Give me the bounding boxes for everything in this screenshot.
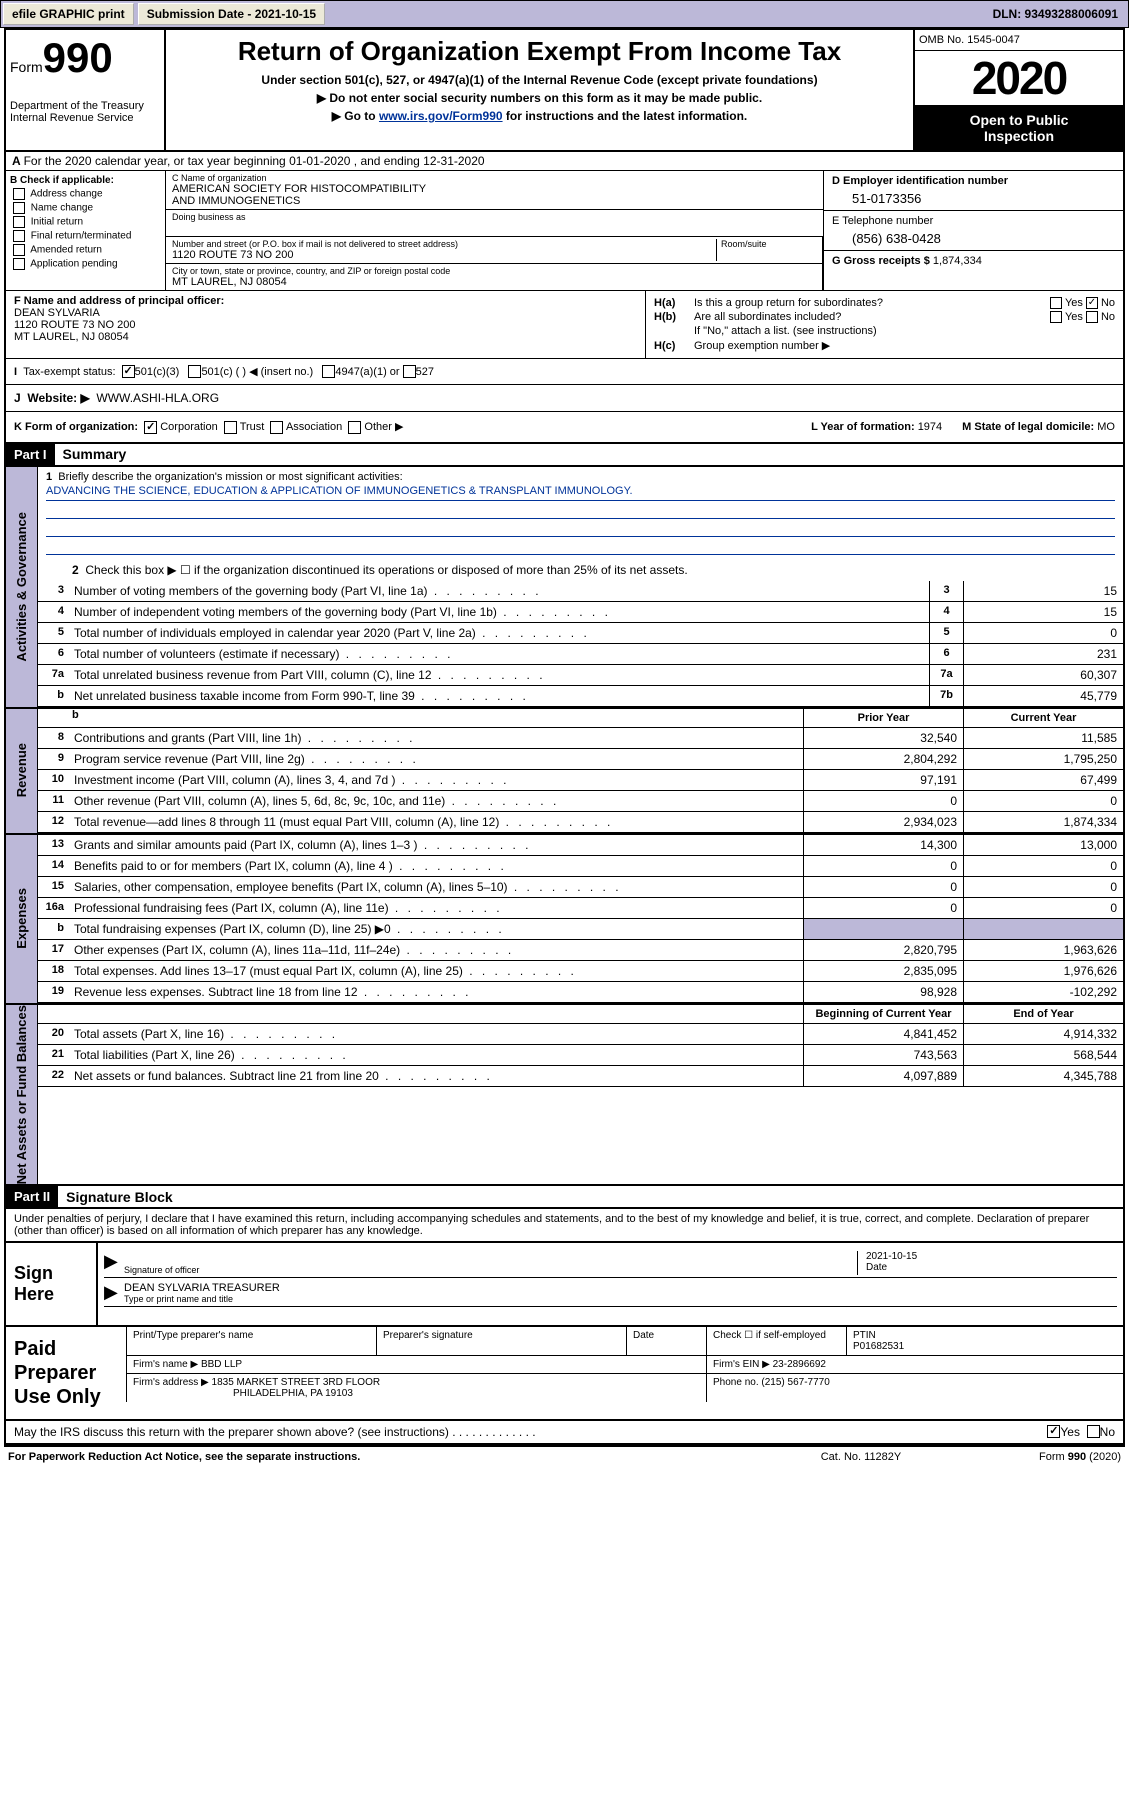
line-20: 20 Total assets (Part X, line 16) 4,841,… — [38, 1024, 1123, 1045]
group-return: H(a)Is this a group return for subordina… — [646, 291, 1123, 358]
telephone: (856) 638-0428 — [832, 227, 1115, 246]
website-row: J Website: ▶ WWW.ASHI-HLA.ORG — [6, 385, 1123, 412]
firm-addr2: PHILADELPHIA, PA 19103 — [133, 1388, 353, 1399]
firm-phone: (215) 567-7770 — [761, 1377, 829, 1388]
discuss-irs: May the IRS discuss this return with the… — [6, 1421, 1123, 1445]
form-of-org: K Form of organization: Corporation Trus… — [6, 412, 1123, 444]
instructions-note: ▶ Go to www.irs.gov/Form990 for instruct… — [174, 109, 905, 123]
vtab-netassets: Net Assets or Fund Balances — [14, 1005, 29, 1184]
line-17: 17 Other expenses (Part IX, column (A), … — [38, 940, 1123, 961]
omb-number: OMB No. 1545-0047 — [915, 30, 1123, 51]
tax-year: 2020 — [915, 51, 1123, 106]
mission-text: ADVANCING THE SCIENCE, EDUCATION & APPLI… — [46, 485, 1115, 501]
firm-name: BBD LLP — [201, 1359, 242, 1370]
website-url: WWW.ASHI-HLA.ORG — [96, 391, 219, 405]
penalties-text: Under penalties of perjury, I declare th… — [6, 1209, 1123, 1241]
part2-title: Signature Block — [58, 1189, 173, 1205]
row-a-tax-year: A For the 2020 calendar year, or tax yea… — [6, 152, 1123, 171]
line-22: 22 Net assets or fund balances. Subtract… — [38, 1066, 1123, 1087]
form-990: Form990 Department of the Treasury Inter… — [4, 28, 1125, 1447]
firm-addr1: 1835 MARKET STREET 3RD FLOOR — [212, 1377, 381, 1388]
form-subtitle: Under section 501(c), 527, or 4947(a)(1)… — [174, 73, 905, 87]
line-9: 9 Program service revenue (Part VIII, li… — [38, 749, 1123, 770]
line-11: 11 Other revenue (Part VIII, column (A),… — [38, 791, 1123, 812]
part2-header: Part II — [6, 1186, 58, 1207]
paid-preparer-block: Paid Preparer Use Only Print/Type prepar… — [6, 1327, 1123, 1421]
vtab-governance: Activities & Governance — [14, 512, 29, 662]
line-12: 12 Total revenue—add lines 8 through 11 … — [38, 812, 1123, 833]
section-b-checkboxes: B Check if applicable: Address change Na… — [6, 171, 166, 290]
dept-treasury: Department of the Treasury Internal Reve… — [10, 100, 160, 124]
line-7a: 7a Total unrelated business revenue from… — [38, 665, 1123, 686]
form-number: 990 — [43, 34, 113, 81]
line-15: 15 Salaries, other compensation, employe… — [38, 877, 1123, 898]
line-18: 18 Total expenses. Add lines 13–17 (must… — [38, 961, 1123, 982]
line-21: 21 Total liabilities (Part X, line 26) 7… — [38, 1045, 1123, 1066]
line-7b: b Net unrelated business taxable income … — [38, 686, 1123, 707]
part1-header: Part I — [6, 444, 55, 465]
part1-title: Summary — [55, 446, 127, 462]
gross-receipts: 1,874,334 — [933, 255, 982, 267]
form-title: Return of Organization Exempt From Incom… — [174, 36, 905, 67]
page-footer: For Paperwork Reduction Act Notice, see … — [0, 1447, 1129, 1467]
dln: DLN: 93493288006091 — [993, 7, 1126, 21]
line-5: 5 Total number of individuals employed i… — [38, 623, 1123, 644]
vtab-expenses: Expenses — [14, 888, 29, 949]
city-state-zip: MT LAUREL, NJ 08054 — [172, 276, 816, 288]
sign-date: 2021-10-15 — [866, 1251, 1117, 1262]
topbar: efile GRAPHIC print Submission Date - 20… — [0, 0, 1129, 28]
sign-here-block: Sign Here ▶ Signature of officer 2021-10… — [6, 1241, 1123, 1327]
officer-name: DEAN SYLVARIA TREASURER — [124, 1282, 1117, 1294]
vtab-revenue: Revenue — [14, 743, 29, 797]
line-14: 14 Benefits paid to or for members (Part… — [38, 856, 1123, 877]
irs-link[interactable]: www.irs.gov/Form990 — [379, 109, 503, 123]
street-address: 1120 ROUTE 73 NO 200 — [172, 249, 716, 261]
submission-date: Submission Date - 2021-10-15 — [138, 3, 325, 25]
ein: 51-0173356 — [832, 187, 1115, 206]
form-prefix: Form — [10, 59, 43, 75]
year-formation: 1974 — [918, 421, 942, 433]
form-header: Form990 Department of the Treasury Inter… — [6, 30, 1123, 152]
firm-ein: 23-2896692 — [773, 1359, 826, 1370]
org-name: C Name of organization AMERICAN SOCIETY … — [166, 171, 823, 210]
line-6: 6 Total number of volunteers (estimate i… — [38, 644, 1123, 665]
line-8: 8 Contributions and grants (Part VIII, l… — [38, 728, 1123, 749]
line-16a: 16a Professional fundraising fees (Part … — [38, 898, 1123, 919]
state-domicile: MO — [1097, 421, 1115, 433]
tax-exempt-status: I Tax-exempt status: 501(c)(3) 501(c) ( … — [6, 359, 1123, 385]
public-inspection: Open to PublicInspection — [915, 106, 1123, 150]
ssn-note: ▶ Do not enter social security numbers o… — [174, 91, 905, 105]
efile-print-button[interactable]: efile GRAPHIC print — [3, 3, 134, 25]
line-13: 13 Grants and similar amounts paid (Part… — [38, 835, 1123, 856]
line-4: 4 Number of independent voting members o… — [38, 602, 1123, 623]
ptin: P01682531 — [853, 1341, 904, 1352]
line-b: b Total fundraising expenses (Part IX, c… — [38, 919, 1123, 940]
line-10: 10 Investment income (Part VIII, column … — [38, 770, 1123, 791]
principal-officer: F Name and address of principal officer:… — [6, 291, 646, 358]
line-3: 3 Number of voting members of the govern… — [38, 581, 1123, 602]
dba: Doing business as — [166, 210, 823, 237]
line-19: 19 Revenue less expenses. Subtract line … — [38, 982, 1123, 1003]
